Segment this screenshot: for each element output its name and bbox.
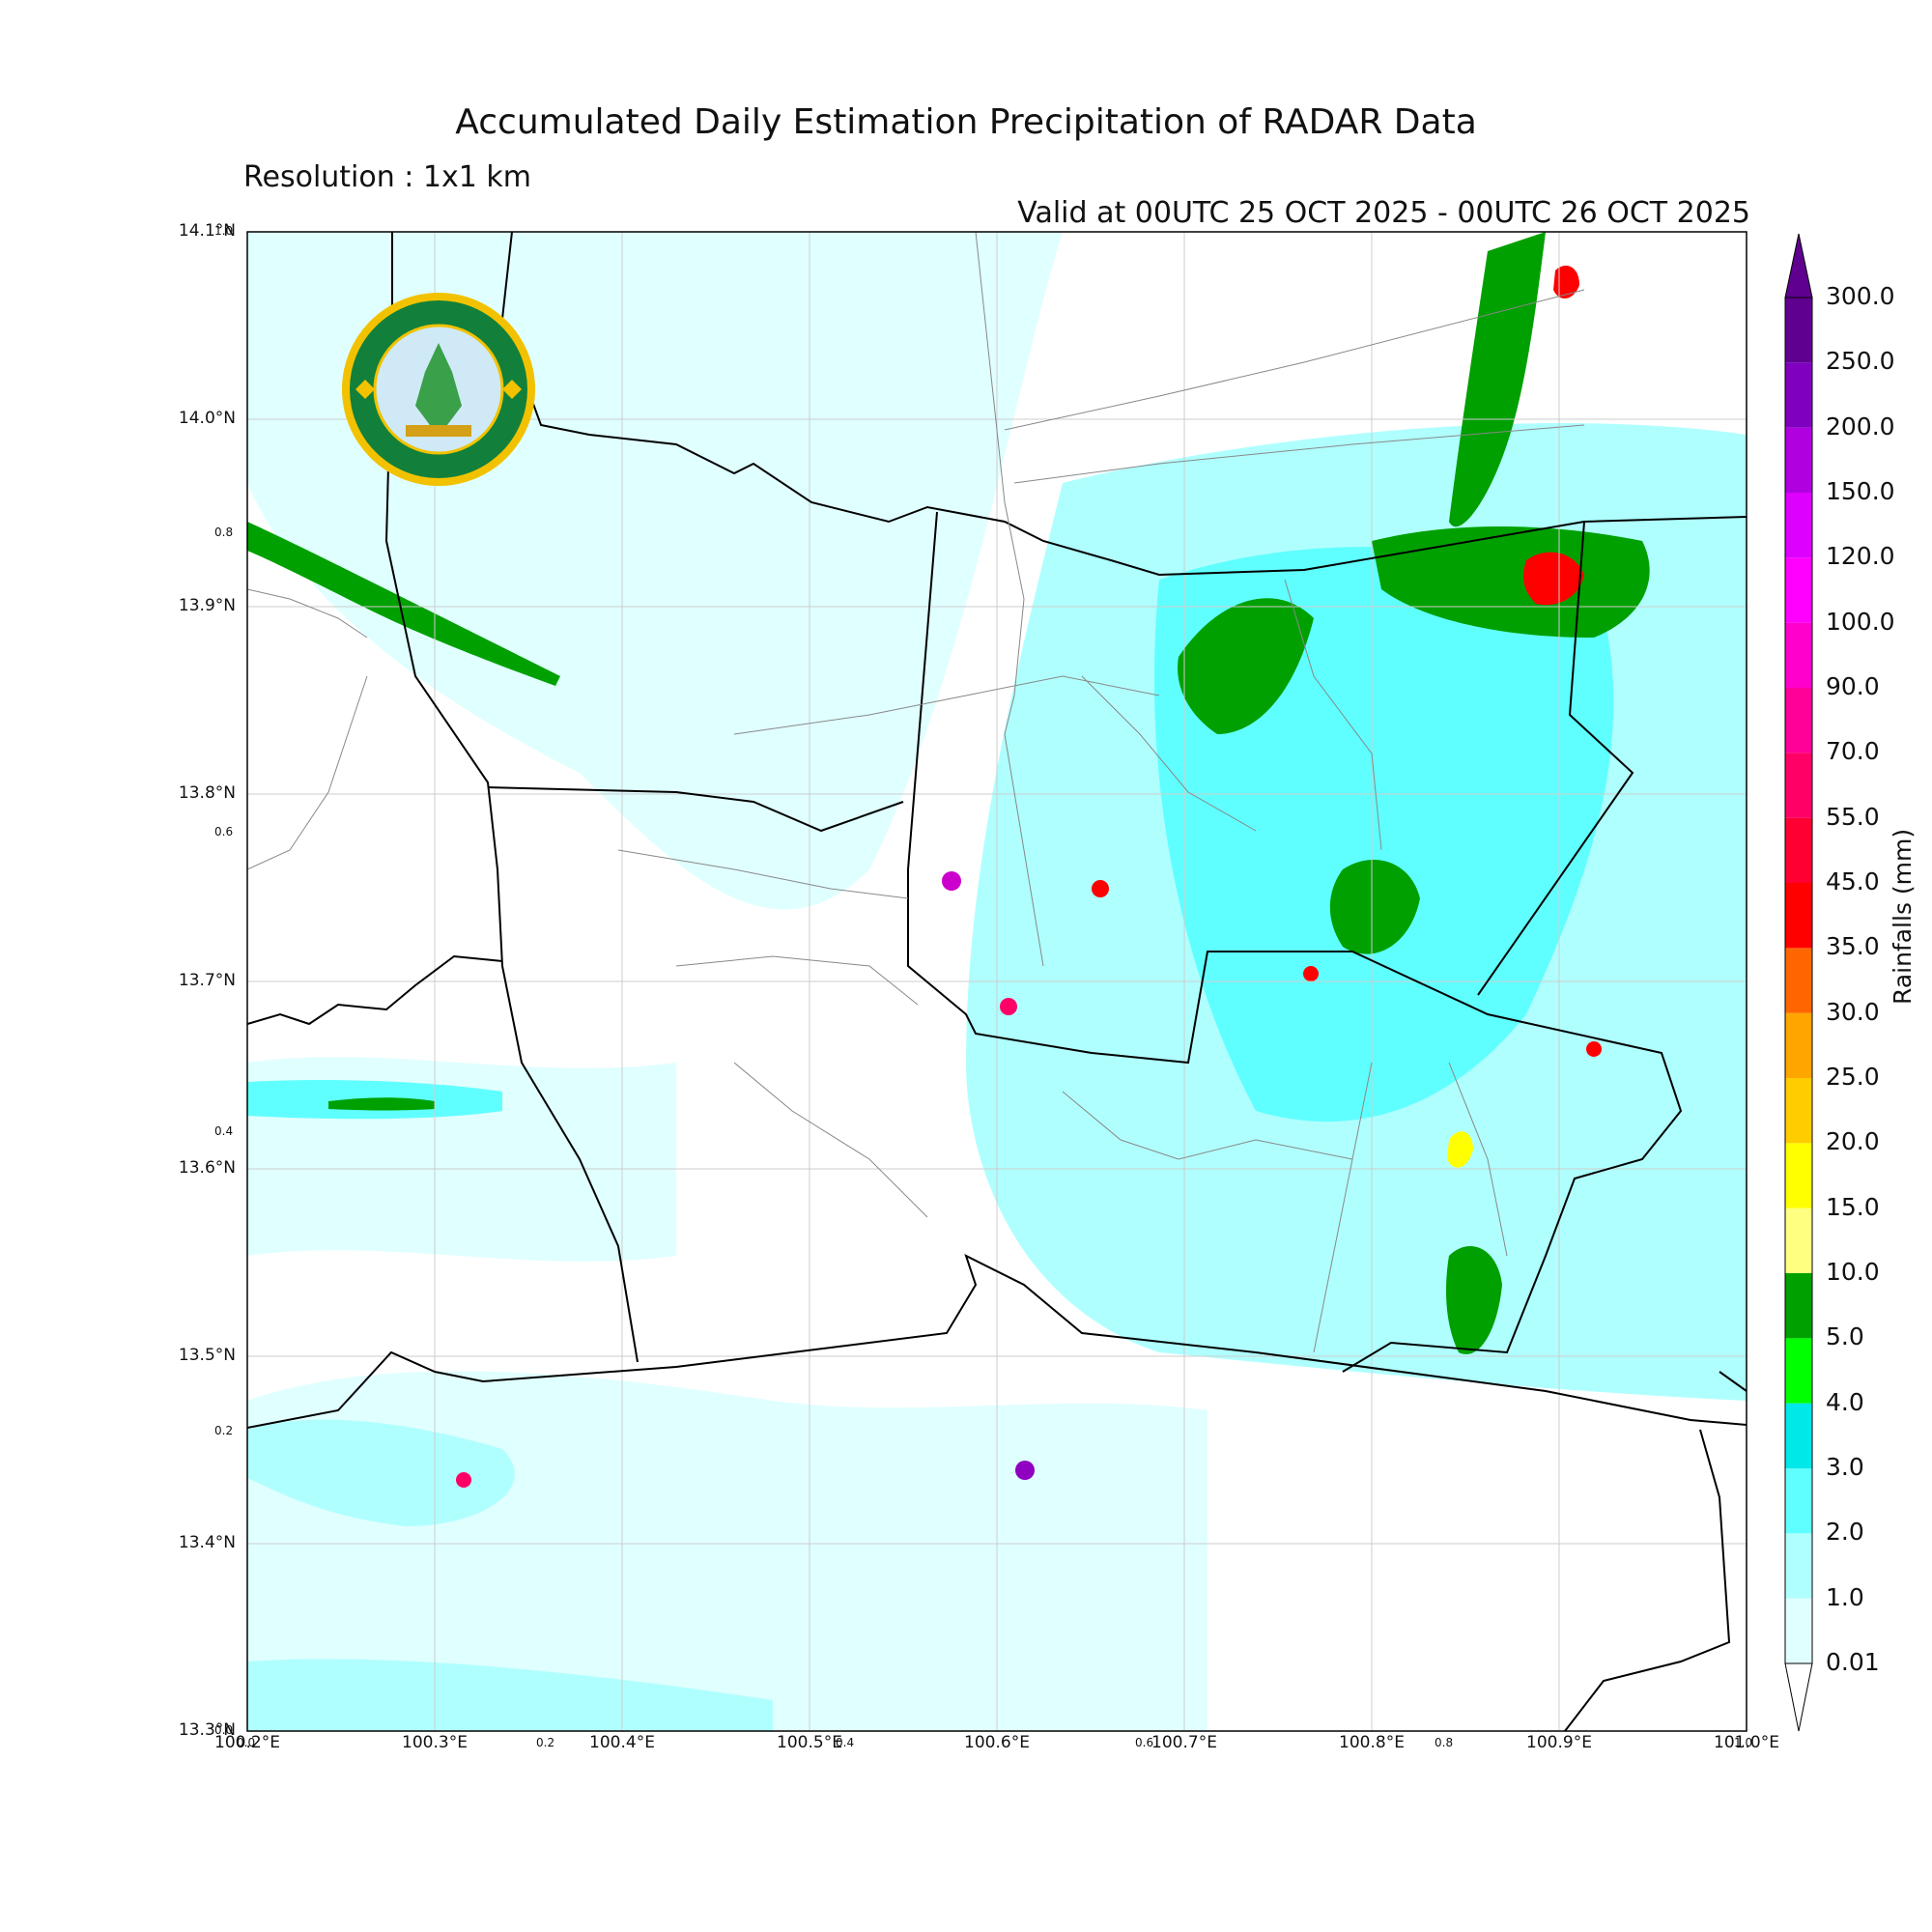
lon-label-100-7: 100.7°E: [1151, 1733, 1217, 1752]
colorbar-level-label: 1.0: [1826, 1582, 1864, 1611]
rain-field: [247, 232, 1747, 1731]
colorbar-level-label: 5.0: [1826, 1322, 1864, 1351]
colorbar-level-label: 200.0: [1826, 412, 1895, 440]
inner-tick-bottom-1-0: 1.0: [1734, 1736, 1753, 1749]
colorbar-step: [1785, 1338, 1812, 1404]
inner-tick-bottom-0-2: 0.2: [536, 1736, 555, 1749]
lon-label-100-6: 100.6°E: [964, 1733, 1030, 1752]
colorbar-title: Rainfalls (mm): [1889, 828, 1917, 1005]
inner-tick-bottom-0-0: 0.0: [237, 1736, 256, 1749]
lat-label-13-3: 13.3°N: [178, 1720, 236, 1740]
colorbar-step: [1785, 1533, 1812, 1599]
colorbar-step: [1785, 362, 1812, 428]
lon-label-101-0: 101.0°E: [1714, 1733, 1779, 1752]
lat-label-13-7: 13.7°N: [178, 971, 236, 990]
colorbar: [1784, 233, 1813, 1732]
graticule: [247, 232, 1747, 1731]
inner-tick-bottom-0-8: 0.8: [1435, 1736, 1454, 1749]
colorbar-level-label: 100.0: [1826, 607, 1895, 636]
lat-label-14-1: 14.1°N: [178, 221, 236, 241]
colorbar-level-label: 10.0: [1826, 1258, 1880, 1286]
colorbar-level-label: 30.0: [1826, 997, 1880, 1026]
lon-label-100-5: 100.5°E: [777, 1733, 842, 1752]
lat-label-13-6: 13.6°N: [178, 1158, 236, 1178]
lon-label-100-3: 100.3°E: [402, 1733, 468, 1752]
colorbar-level-label: 300.0: [1826, 282, 1895, 310]
chart-title: Accumulated Daily Estimation Precipitati…: [455, 102, 1477, 142]
colorbar-step: [1785, 1078, 1812, 1144]
inner-tick-left-0-2: 0.2: [214, 1424, 234, 1437]
colorbar-step: [1785, 622, 1812, 688]
valid-time-label: Valid at 00UTC 25 OCT 2025 - 00UTC 26 OC…: [1017, 196, 1750, 230]
colorbar-step: [1785, 1273, 1812, 1339]
inner-tick-left-0-6: 0.6: [214, 825, 234, 838]
colorbar-level-label: 150.0: [1826, 477, 1895, 505]
colorbar-step: [1785, 948, 1812, 1013]
inner-tick-bottom-0-4: 0.4: [836, 1736, 855, 1749]
inner-tick-left-1-0: 1.0: [214, 224, 234, 238]
lat-label-13-8: 13.8°N: [178, 783, 236, 803]
colorbar-level-label: 2.0: [1826, 1518, 1864, 1547]
logo: [342, 293, 535, 486]
colorbar-level-label: 15.0: [1826, 1192, 1880, 1221]
lon-label-100-4: 100.4°E: [589, 1733, 655, 1752]
colorbar-step: [1785, 817, 1812, 883]
colorbar-level-label: 45.0: [1826, 867, 1880, 895]
colorbar-step: [1785, 688, 1812, 753]
lat-label-13-5: 13.5°N: [178, 1346, 236, 1365]
lat-label-13-9: 13.9°N: [178, 596, 236, 615]
colorbar-level-label: 20.0: [1826, 1127, 1880, 1156]
colorbar-step: [1785, 1598, 1812, 1663]
resolution-label: Resolution : 1x1 km: [243, 160, 531, 194]
colorbar-step: [1785, 1468, 1812, 1534]
inner-tick-left-0-8: 0.8: [214, 526, 234, 539]
colorbar-level-label: 70.0: [1826, 737, 1880, 766]
colorbar-level-label: 55.0: [1826, 802, 1880, 831]
colorbar-step: [1785, 753, 1812, 818]
lon-label-100-8: 100.8°E: [1339, 1733, 1405, 1752]
deity-icon: [415, 343, 462, 425]
colorbar-level-label: 120.0: [1826, 542, 1895, 571]
colorbar-step: [1785, 493, 1812, 558]
colorbar-step: [1785, 298, 1812, 363]
inner-tick-left-0-4: 0.4: [214, 1124, 234, 1138]
colorbar-level-label: 35.0: [1826, 932, 1880, 961]
colorbar-step: [1785, 557, 1812, 623]
colorbar-level-label: 25.0: [1826, 1063, 1880, 1091]
inner-tick-bottom-0-6: 0.6: [1135, 1736, 1154, 1749]
inner-tick-left-0-0: 0.0: [214, 1723, 234, 1737]
map-frame: [246, 231, 1747, 1732]
lon-label-100-9: 100.9°E: [1526, 1733, 1592, 1752]
district-boundaries: [247, 232, 1585, 1353]
colorbar-step: [1785, 883, 1812, 949]
colorbar-step: [1785, 1403, 1812, 1468]
lat-label-13-4: 13.4°N: [178, 1533, 236, 1552]
colorbar-step: [1785, 427, 1812, 493]
colorbar-level-label: 3.0: [1826, 1453, 1864, 1481]
colorbar-level-label: 90.0: [1826, 672, 1880, 700]
colorbar-level-label: 250.0: [1826, 347, 1895, 376]
lat-label-14-0: 14.0°N: [178, 409, 236, 428]
lon-label-100-2: 100.2°E: [214, 1733, 280, 1752]
colorbar-level-label: 4.0: [1826, 1387, 1864, 1416]
colorbar-level-label: 0.01: [1826, 1648, 1880, 1676]
colorbar-step: [1785, 1012, 1812, 1078]
colorbar-step: [1785, 1208, 1812, 1273]
colorbar-step: [1785, 1143, 1812, 1208]
